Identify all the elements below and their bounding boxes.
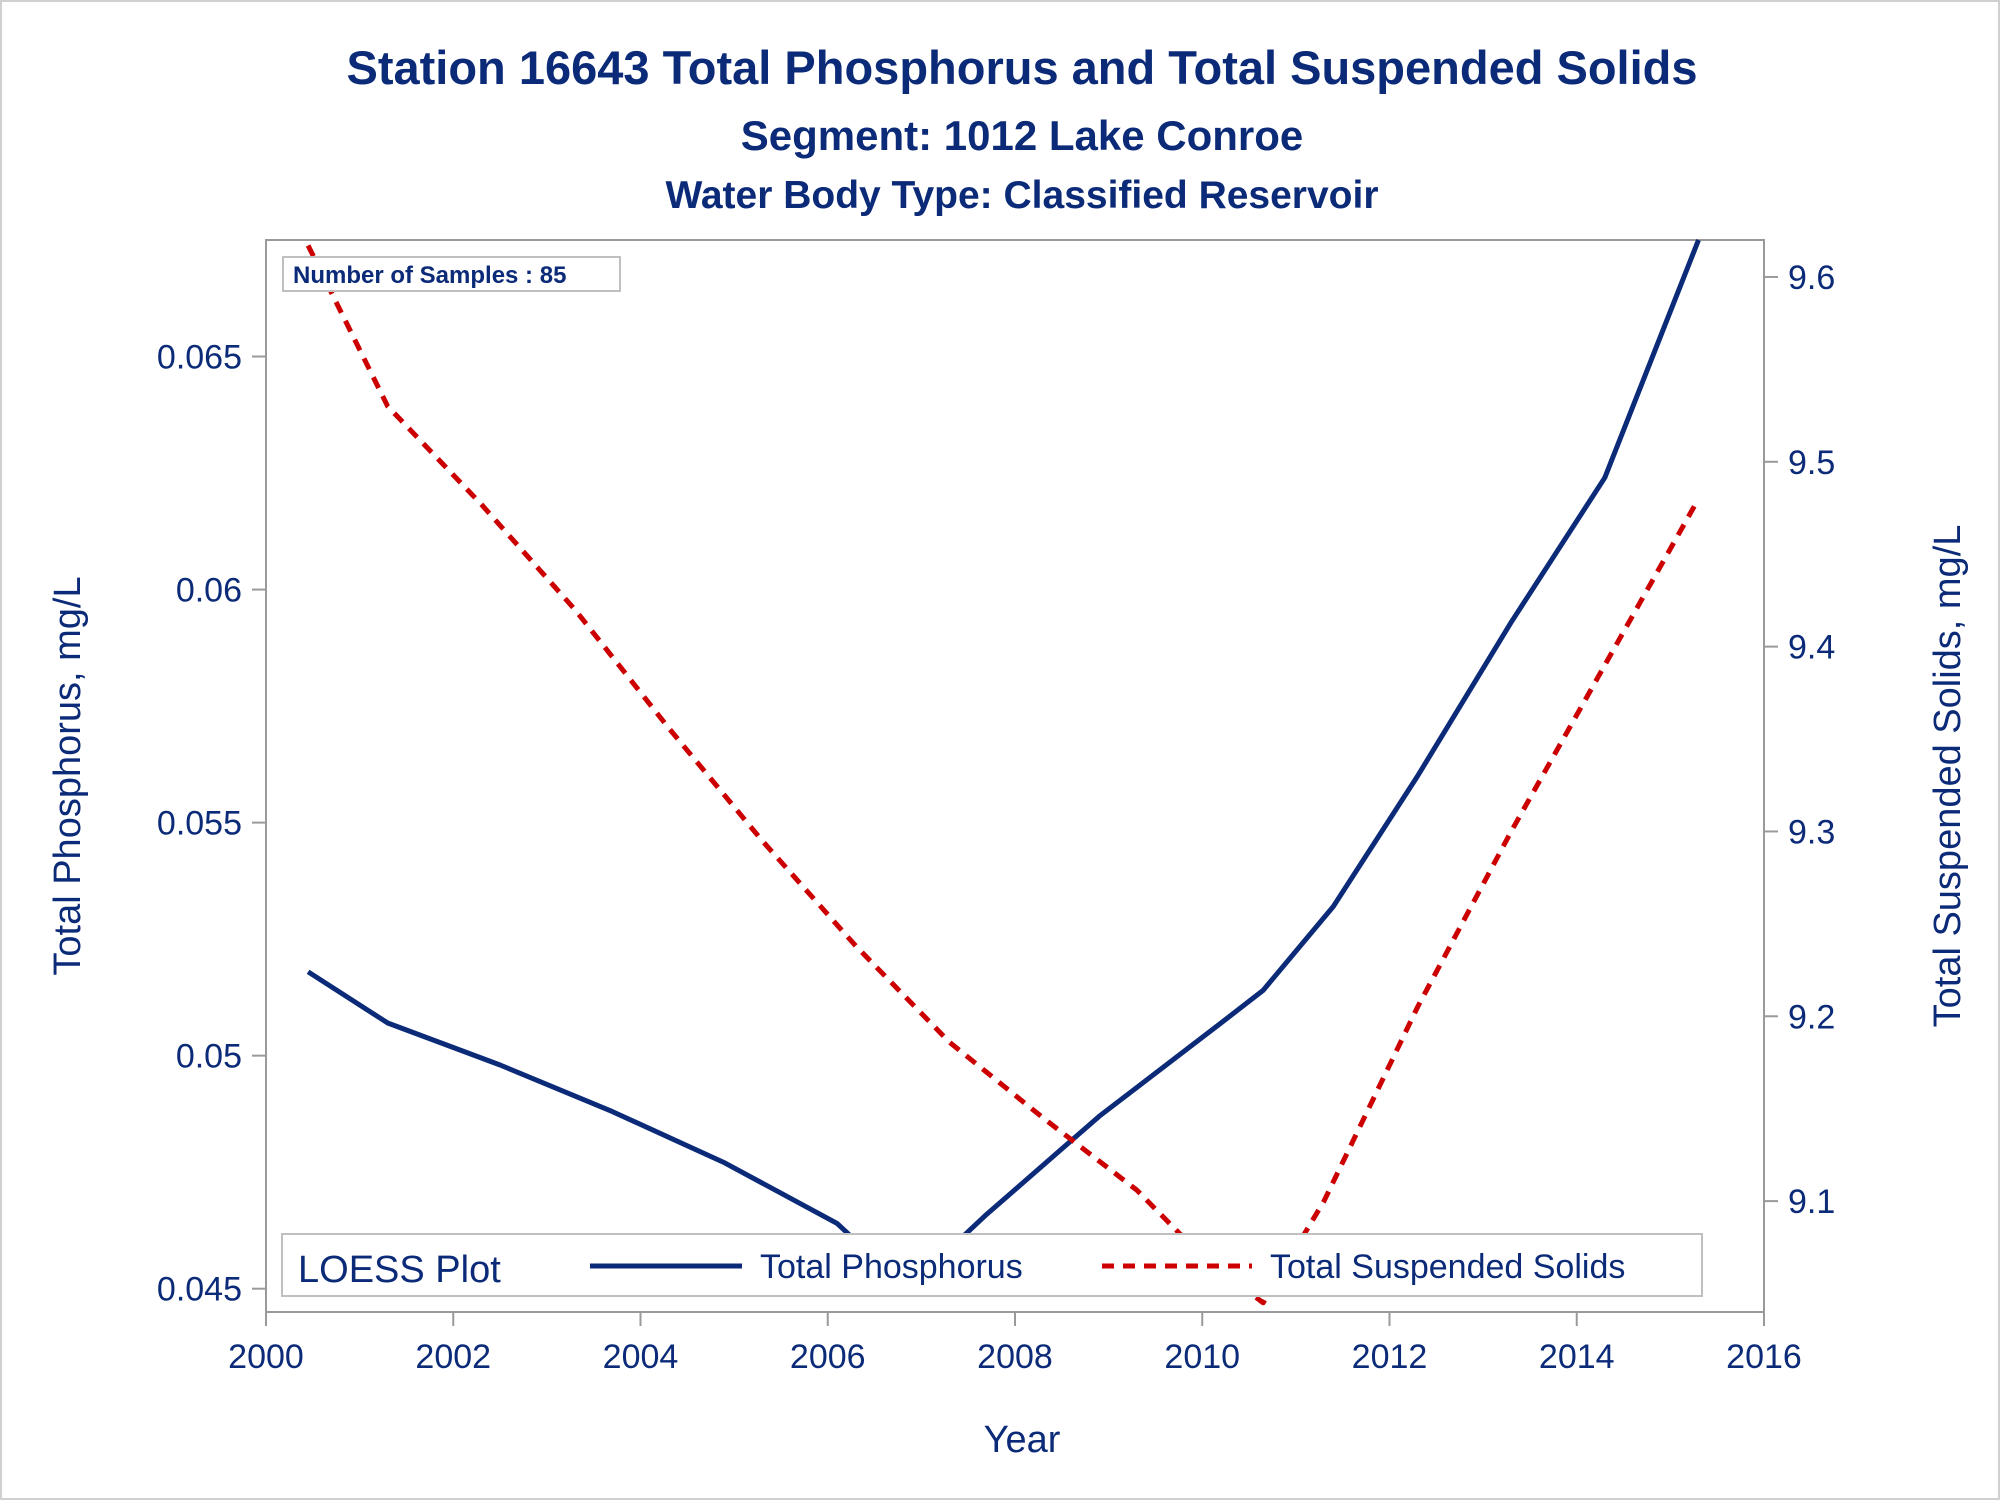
plot-area: [265, 239, 1765, 1313]
legend-title: LOESS Plot: [298, 1249, 501, 1291]
x-axis-label: Year: [984, 1419, 1061, 1461]
y-right-tick-label: 9.6: [1788, 259, 1835, 297]
series-line-total-phosphorus: [306, 239, 1701, 1292]
sample-count-annotation: Number of Samples : 85: [293, 262, 566, 289]
x-tick-label: 2008: [977, 1338, 1053, 1376]
x-tick-label: 2002: [415, 1338, 491, 1376]
y-right-tick-label: 9.4: [1788, 629, 1835, 667]
series-line-total-suspended-solids: [305, 244, 1701, 1306]
y-left-tick-label: 0.055: [157, 805, 242, 843]
y-left-tick-label: 0.045: [157, 1271, 242, 1309]
chart-title: Station 16643 Total Phosphorus and Total…: [347, 41, 1698, 94]
y-axis-right-label: Total Suspended Solids, mg/L: [1927, 525, 1969, 1028]
x-tick-label: 2004: [603, 1338, 679, 1376]
x-tick-label: 2006: [790, 1338, 866, 1376]
x-tick-label: 2010: [1164, 1338, 1240, 1376]
legend: LOESS Plot Total Phosphorus Total Suspen…: [281, 1233, 1703, 1297]
y-right-tick-label: 9.1: [1788, 1183, 1835, 1221]
series-layer: [305, 239, 1701, 1306]
x-tick-label: 2016: [1726, 1338, 1802, 1376]
legend-box: [281, 1233, 1703, 1297]
y-axis-left: 0.045 0.05 0.055 0.06 0.065: [157, 339, 266, 1309]
y-axis-right: 9.1 9.2 9.3 9.4 9.5 9.6: [1764, 259, 1835, 1221]
legend-label-tss: Total Suspended Solids: [1270, 1248, 1625, 1286]
y-right-tick-label: 9.2: [1788, 998, 1835, 1036]
x-tick-label: 2014: [1539, 1338, 1615, 1376]
y-right-tick-label: 9.3: [1788, 813, 1835, 851]
y-left-tick-label: 0.06: [176, 572, 242, 610]
x-tick-label: 2012: [1352, 1338, 1428, 1376]
chart-subtitle-2: Water Body Type: Classified Reservoir: [665, 174, 1378, 217]
chart-subtitle: Segment: 1012 Lake Conroe: [741, 112, 1304, 159]
y-axis-left-label: Total Phosphorus, mg/L: [47, 576, 89, 975]
annotation-box: [282, 256, 621, 292]
y-left-tick-label: 0.065: [157, 339, 242, 377]
legend-label-phosphorus: Total Phosphorus: [760, 1248, 1023, 1286]
x-tick-label: 2000: [228, 1338, 304, 1376]
x-axis: 2000 2002 2004 2006 2008 2010 2012 2014 2016: [228, 1311, 1802, 1376]
y-left-tick-label: 0.05: [176, 1038, 242, 1076]
y-right-tick-label: 9.5: [1788, 444, 1835, 482]
